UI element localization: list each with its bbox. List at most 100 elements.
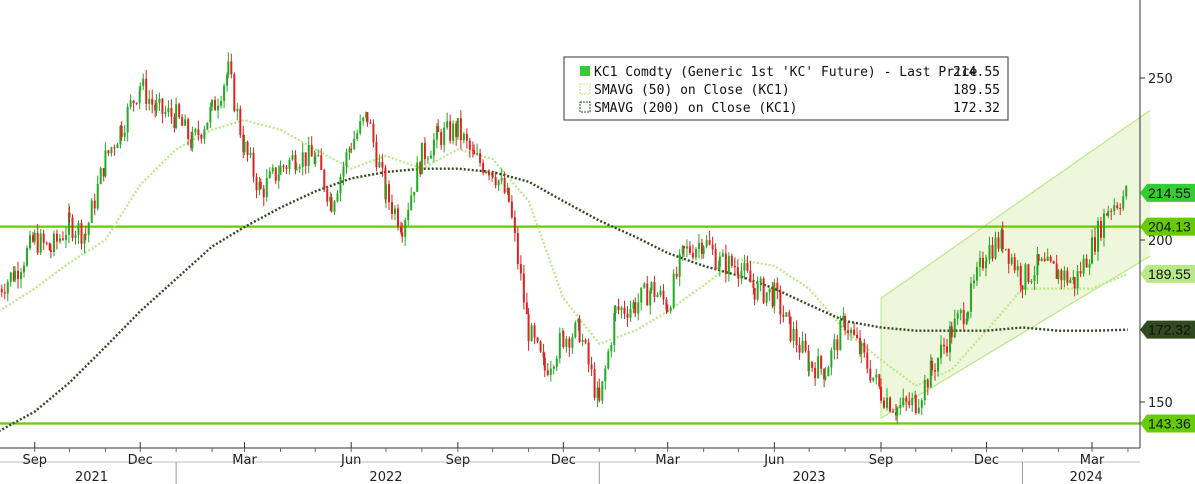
candle [902,388,905,408]
candle [1097,217,1099,261]
candle [985,256,988,263]
candle [814,362,817,387]
candle [173,113,176,133]
candle [926,378,929,396]
candle [420,142,423,175]
candle [1094,227,1096,255]
candle [362,116,365,126]
candle [584,338,587,345]
candle [860,340,863,364]
legend-swatch-sma50 [579,83,591,95]
candle [1085,254,1088,268]
candle [342,161,345,186]
candle [471,141,474,158]
candle [491,171,494,179]
candle [711,236,714,256]
candle [886,388,889,411]
value-tag-214.55: 214.55 [1140,183,1195,202]
candle [853,322,856,336]
candle [33,229,36,245]
candle [6,279,9,302]
candle [549,360,552,382]
candle [753,287,756,306]
candle [666,304,669,313]
candle [1037,254,1040,266]
candle [359,114,362,136]
candle [649,287,652,315]
candle [880,378,883,404]
candle [68,206,71,223]
candle [1036,247,1039,284]
candle [96,175,99,211]
candle [981,251,984,271]
candle [640,287,643,311]
candle [714,243,717,271]
candle [268,167,271,179]
candle [401,222,404,243]
candle [239,105,242,138]
candle [629,300,632,322]
candle [688,241,691,256]
candle [429,150,432,159]
candle [1079,261,1082,278]
candle [36,223,39,256]
candle [369,119,372,124]
candle [844,313,847,336]
candle [590,356,593,376]
candle [227,52,230,79]
legend-value-sma50: 189.55 [953,83,1000,98]
candle [866,344,869,374]
candle [307,136,310,174]
candle [365,111,368,122]
candle [119,125,122,149]
candle [148,90,151,111]
x-month-label: Dec [551,453,576,468]
candle [295,162,298,171]
candle [435,123,438,149]
candle [194,127,197,136]
candle [191,126,194,152]
candle [77,220,80,245]
candle [581,333,584,347]
candle [1030,279,1033,285]
candle [536,336,539,344]
candle [381,154,384,177]
legend-item-sma200: SMAVG (200) on Close (KC1) 172.32 [579,101,1000,116]
candle [653,275,656,303]
candle [83,233,86,254]
candle [823,368,826,388]
candle [262,184,265,207]
candle [856,327,859,340]
candle [634,297,637,318]
candle [184,114,187,127]
candle [1033,265,1036,291]
candle [632,299,635,314]
candle [601,381,604,404]
candle [756,276,759,302]
candle [64,227,67,249]
candle [497,179,500,192]
candle [116,142,119,149]
legend-swatch-price [580,66,590,76]
legend-label-sma200: SMAVG (200) on Close (KC1) [594,101,798,116]
candle [387,180,390,210]
candle [883,397,886,410]
candle [437,119,440,133]
candle [12,266,15,283]
candle [242,125,245,159]
candle [788,309,791,325]
candle [737,272,740,287]
x-month-label: Sep [446,453,471,468]
candle [1107,205,1110,219]
candle [1122,190,1125,211]
candle [1103,208,1105,247]
candle [93,193,96,216]
candle [811,361,814,372]
candle [104,142,107,178]
candle [994,231,997,260]
candle [988,236,991,264]
candle [839,315,842,351]
legend-value-sma200: 172.32 [953,101,1000,116]
candle [187,117,190,146]
candle [946,338,949,357]
